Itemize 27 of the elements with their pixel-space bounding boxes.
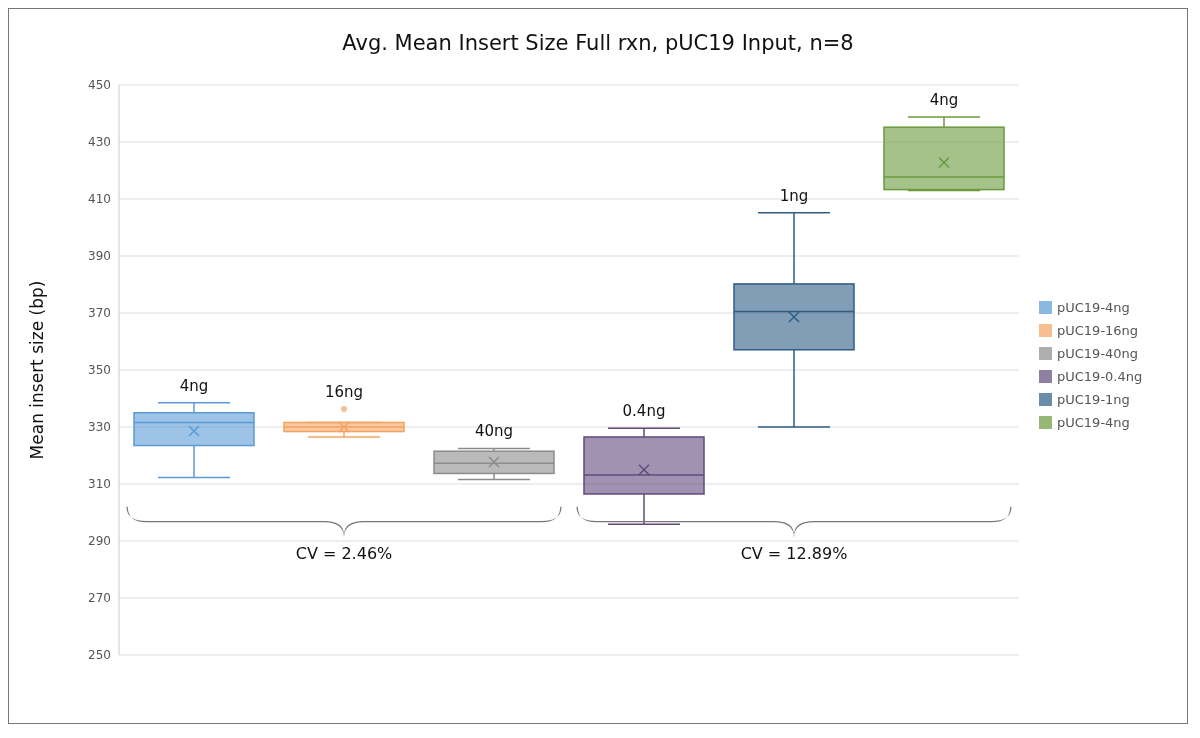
y-tick-label: 310 bbox=[88, 477, 111, 492]
legend-label: pUC19-4ng bbox=[1057, 415, 1130, 430]
y-tick-label: 270 bbox=[88, 591, 111, 606]
annotation: 4ng bbox=[179, 376, 209, 395]
annotation: CV = 12.89% bbox=[740, 544, 848, 564]
y-tick-label: 370 bbox=[88, 306, 111, 321]
annotation: 1ng bbox=[779, 186, 809, 205]
annotation: CV = 2.46% bbox=[295, 544, 393, 564]
y-axis-title: Mean insert size (bp) bbox=[27, 280, 48, 460]
legend-label: pUC19-16ng bbox=[1057, 323, 1139, 338]
y-tick-label: 250 bbox=[88, 648, 111, 663]
annotation: 16ng bbox=[324, 383, 364, 402]
y-tick-label: 450 bbox=[88, 78, 111, 93]
annotation: 0.4ng bbox=[622, 402, 666, 421]
legend-label: pUC19-0.4ng bbox=[1057, 369, 1143, 384]
legend-label: pUC19-1ng bbox=[1057, 392, 1130, 407]
chart-title: Avg. Mean Insert Size Full rxn, pUC19 Input, n=8 bbox=[341, 31, 855, 55]
y-tick-label: 290 bbox=[88, 534, 111, 549]
y-tick-label: 430 bbox=[88, 135, 111, 150]
annotation: 40ng bbox=[474, 422, 514, 441]
legend-label: pUC19-4ng bbox=[1057, 300, 1130, 315]
y-tick-label: 330 bbox=[88, 420, 111, 435]
legend-label: pUC19-40ng bbox=[1057, 346, 1139, 361]
y-tick-label: 410 bbox=[88, 192, 111, 207]
y-tick-label: 390 bbox=[88, 249, 111, 264]
y-tick-label: 350 bbox=[88, 363, 111, 378]
annotation: 4ng bbox=[929, 90, 959, 109]
